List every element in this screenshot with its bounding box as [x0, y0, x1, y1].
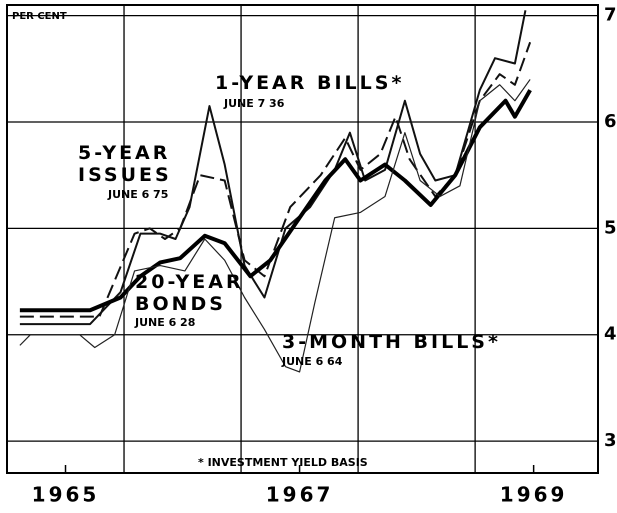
series-line — [19, 79, 531, 373]
series-note: JUNE 7 36 — [224, 97, 285, 110]
series-line — [19, 89, 532, 313]
series-label: 5-YEAR ISSUES — [78, 142, 172, 186]
series-note: JUNE 6 64 — [282, 355, 343, 368]
plot-frame — [6, 4, 599, 474]
y-tick-label: 3 — [604, 430, 617, 451]
series-note: JUNE 6 75 — [108, 188, 169, 201]
y-tick-label: 5 — [604, 217, 617, 238]
series-line — [19, 41, 532, 318]
y-axis-label: PER CENT — [12, 11, 67, 22]
series-label: 3-MONTH BILLS* — [282, 331, 501, 353]
series-label: 20-YEAR BONDS — [135, 271, 244, 315]
series-label: 1-YEAR BILLS* — [215, 72, 405, 94]
y-tick-label: 7 — [604, 5, 617, 26]
series-note: JUNE 6 28 — [135, 316, 196, 329]
y-tick-label: 4 — [604, 324, 617, 345]
x-tick-label: 1965 — [32, 483, 100, 507]
y-tick-label: 6 — [604, 111, 617, 132]
x-tick-label: 1969 — [500, 483, 568, 507]
footnote: * INVESTMENT YIELD BASIS — [198, 456, 368, 469]
x-tick-label: 1967 — [266, 483, 334, 507]
